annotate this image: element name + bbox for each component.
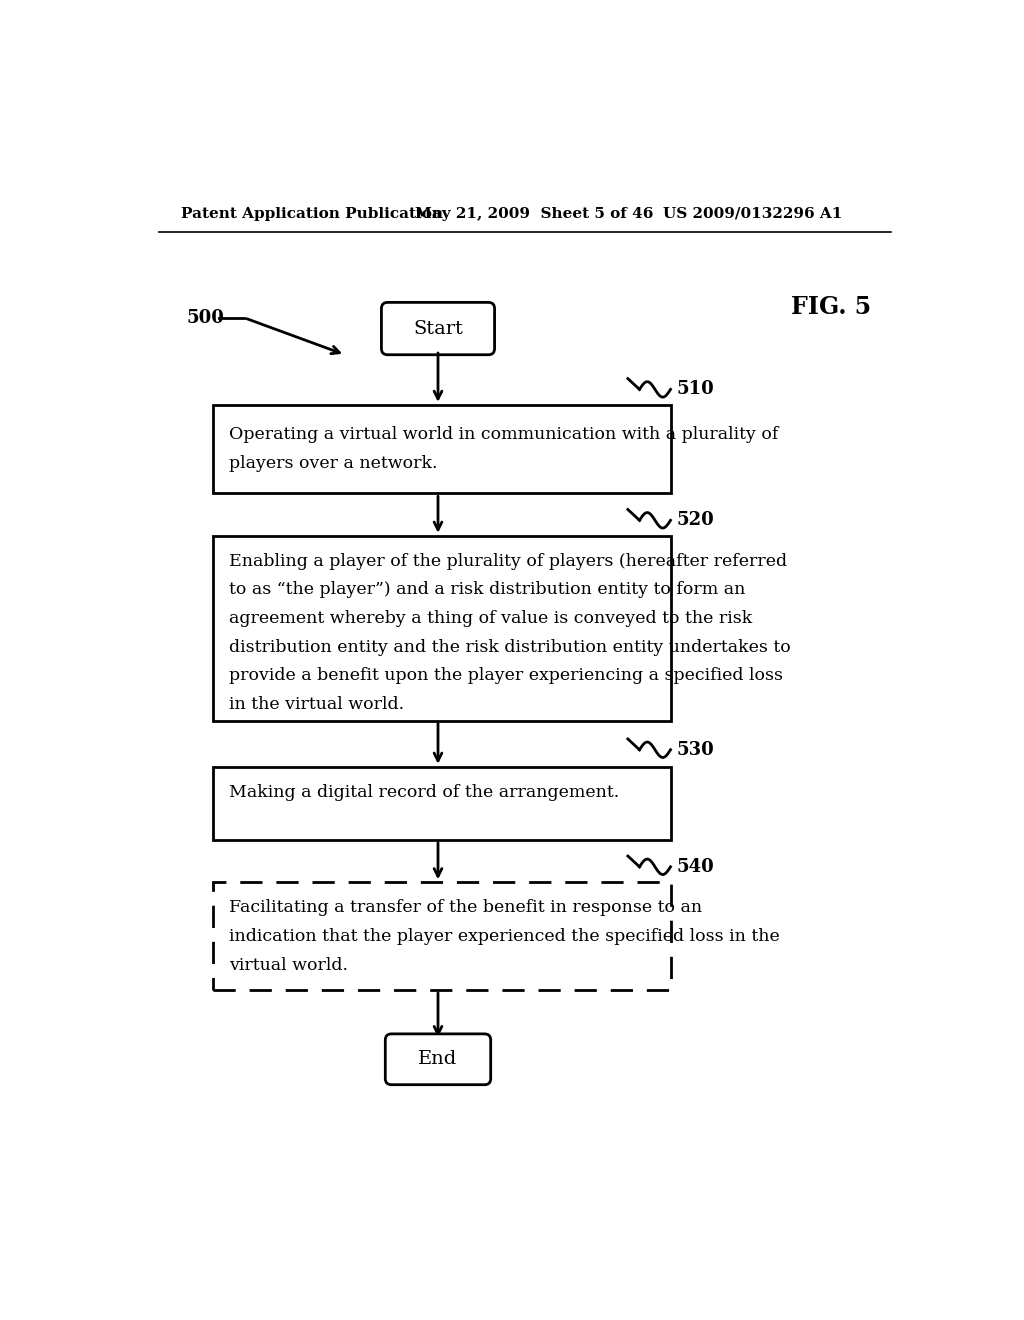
Bar [213,767,671,840]
Bar [213,882,671,990]
Text: 530: 530 [677,741,715,759]
Text: May 21, 2009  Sheet 5 of 46: May 21, 2009 Sheet 5 of 46 [415,207,653,220]
Text: US 2009/0132296 A1: US 2009/0132296 A1 [663,207,842,220]
Text: Operating a virtual world in communication with a plurality of
players over a ne: Operating a virtual world in communicati… [228,426,778,473]
Text: 520: 520 [677,511,715,529]
Text: Facilitating a transfer of the benefit in response to an
indication that the pla: Facilitating a transfer of the benefit i… [228,899,779,974]
Text: 510: 510 [677,380,715,399]
Text: Start: Start [413,319,463,338]
Text: 540: 540 [677,858,715,875]
Bar [213,536,671,721]
Text: FIG. 5: FIG. 5 [791,294,870,319]
Text: Patent Application Publication: Patent Application Publication [180,207,442,220]
FancyBboxPatch shape [385,1034,490,1085]
Text: Making a digital record of the arrangement.: Making a digital record of the arrangeme… [228,784,618,801]
Text: End: End [419,1051,458,1068]
Text: 500: 500 [186,309,224,327]
FancyBboxPatch shape [381,302,495,355]
Bar [213,405,671,494]
Text: Enabling a player of the plurality of players (hereafter referred
to as “the pla: Enabling a player of the plurality of pl… [228,553,791,713]
